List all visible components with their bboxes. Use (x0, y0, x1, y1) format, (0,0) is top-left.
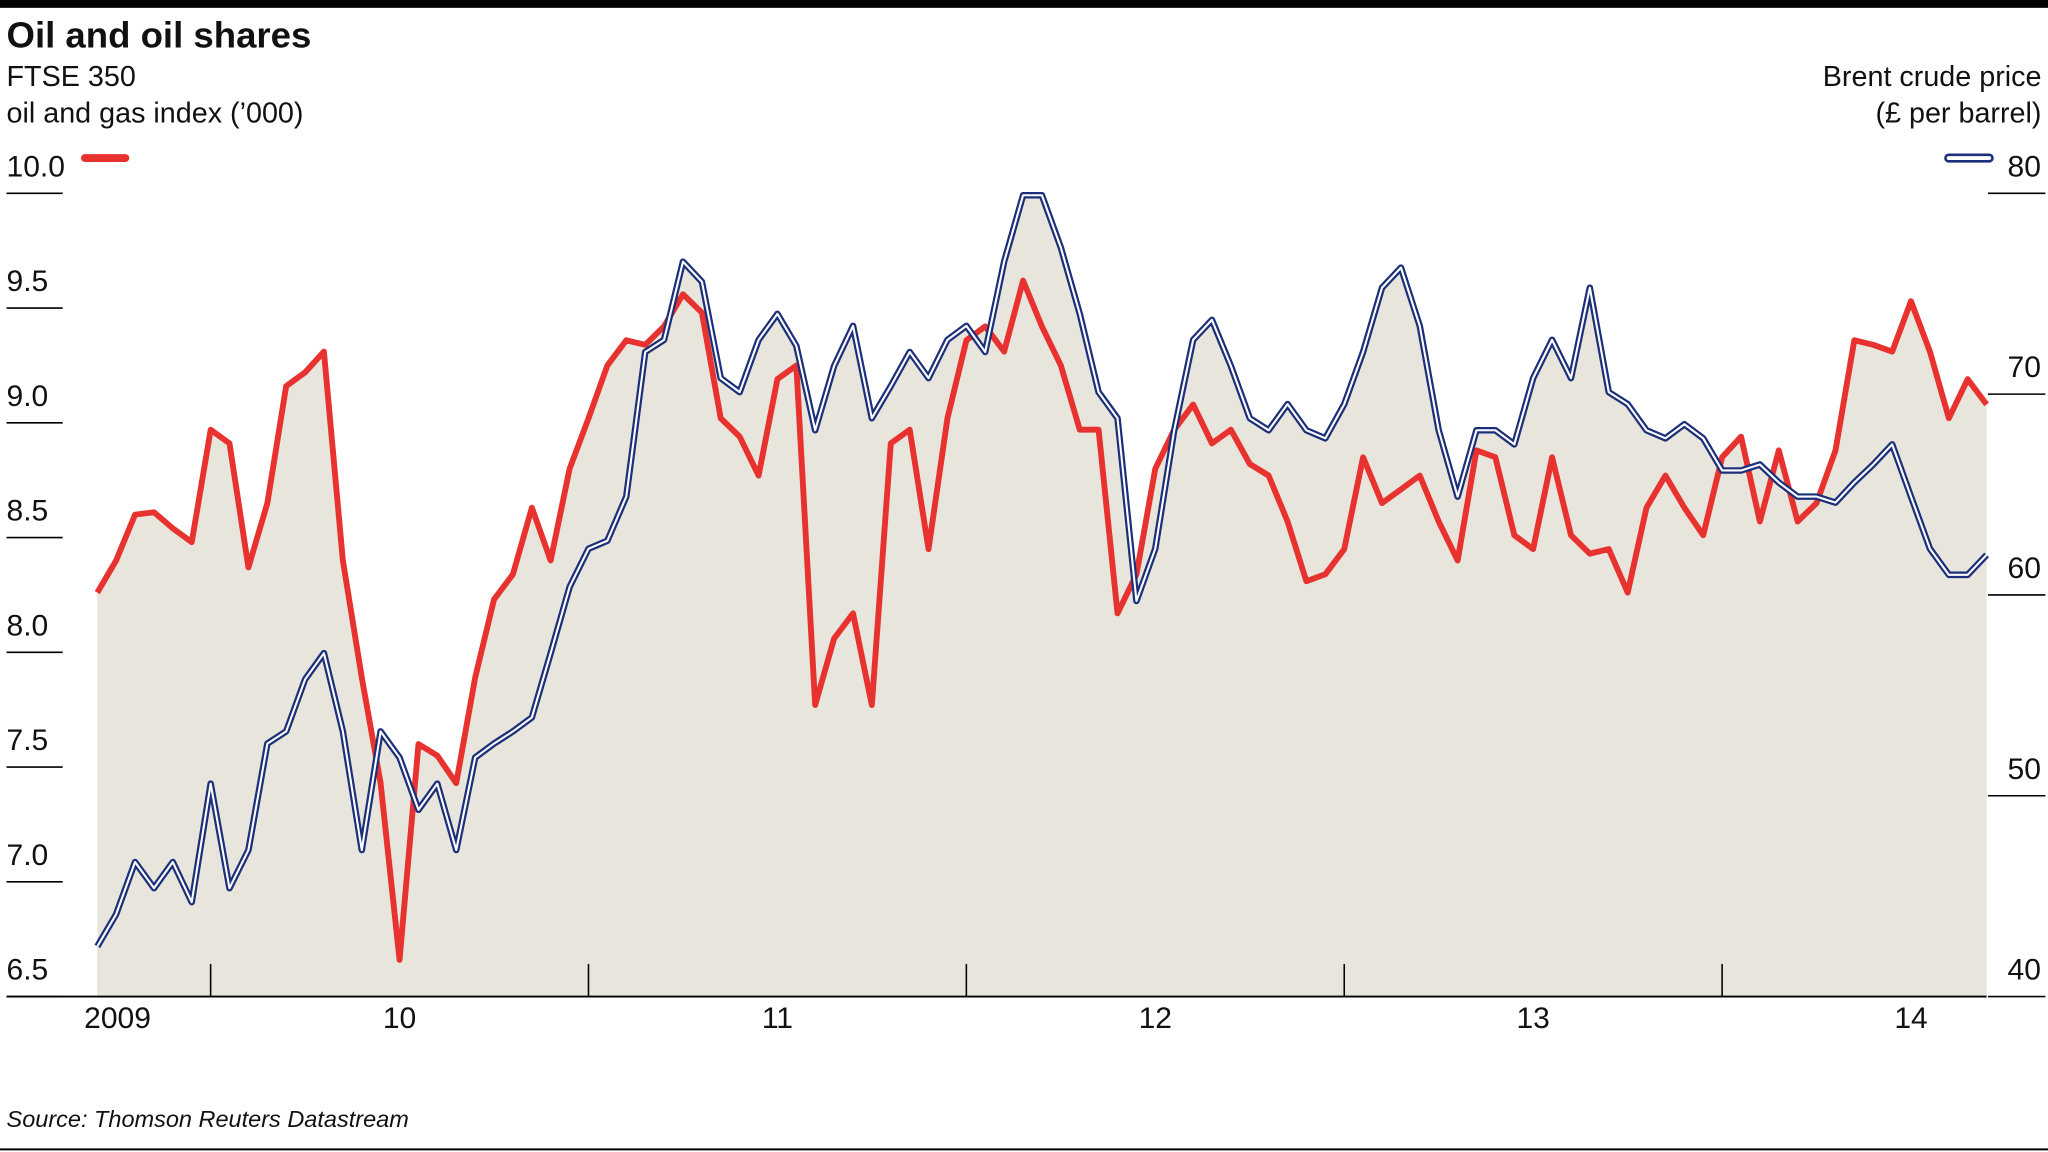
x-tick-label: 14 (1894, 1002, 1927, 1035)
y-axis-label: FTSE 350 (7, 61, 136, 93)
y-tick-label: 8.0 (7, 609, 49, 642)
y2-tick-label: 80 (2008, 150, 2041, 183)
y-tick-label: 9.0 (7, 380, 49, 413)
y-tick-label: 9.5 (7, 265, 49, 298)
line-series-inner (96, 194, 1988, 947)
y-tick-label: 7.5 (7, 724, 49, 757)
y-axis-label: oil and gas index (’000) (7, 98, 304, 130)
y-tick-label: 6.5 (7, 954, 49, 987)
x-tick-label: 2009 (84, 1002, 151, 1035)
chart-title: Oil and oil shares (7, 15, 312, 56)
y-tick-label: 7.0 (7, 839, 49, 872)
y2-tick-label: 50 (2008, 753, 2041, 786)
plot-area: 6.5 7.0 7.5 8.0 8.5 9.0 9.5 10.0 40 50 60 70 80 2009 1… (6, 150, 2046, 1035)
y2-axis-label: (£ per barrel) (1875, 98, 2041, 130)
area (97, 195, 1987, 997)
y2-axis-label: Brent crude price (1823, 61, 2042, 93)
y-tick-label: 8.5 (7, 495, 49, 528)
y2-tick-label: 70 (2008, 351, 2041, 384)
x-tick-label: 10 (383, 1002, 416, 1035)
line-series (94, 277, 1989, 963)
top-rule (0, 0, 2048, 8)
source: Source: Thomson Reuters Datastream (7, 1106, 409, 1132)
y2-tick-label: 60 (2008, 552, 2041, 585)
x-tick-label: 11 (762, 1002, 793, 1035)
y2-tick-label: 40 (2008, 954, 2041, 987)
x-tick-label: 13 (1516, 1002, 1549, 1035)
x-tick-label: 12 (1139, 1002, 1172, 1035)
y-tick-label: 10.0 (7, 150, 65, 183)
